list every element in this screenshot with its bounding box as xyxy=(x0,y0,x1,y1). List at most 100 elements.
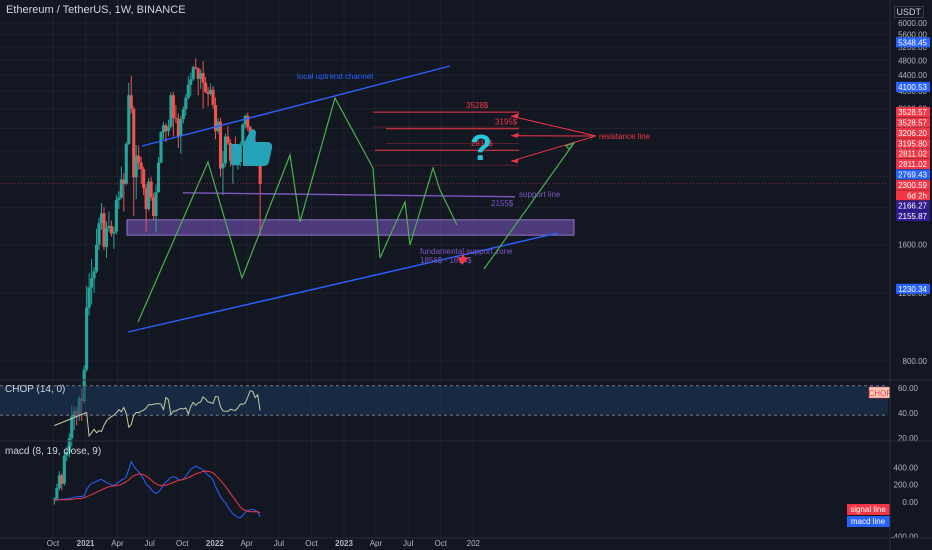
candle-body xyxy=(122,179,126,184)
symbol-title: Ethereum / TetherUS, 1W, BINANCE xyxy=(6,4,186,16)
candle-body xyxy=(223,136,227,164)
time-tick-label: 2022 xyxy=(206,539,224,548)
price-badge-label: 3528.57 xyxy=(898,108,927,117)
price-badge-label: 5348.45 xyxy=(898,38,927,47)
macd-legend-item: macd line xyxy=(847,516,890,527)
price-badge: 3206.20 xyxy=(896,127,930,138)
candle-body xyxy=(70,416,74,439)
price-badge: 2166.27 xyxy=(896,200,930,211)
price-badge: 2811.02 xyxy=(896,159,930,170)
candle-body xyxy=(159,132,163,163)
time-tick-label: Oct xyxy=(305,539,318,548)
candle-body xyxy=(221,163,225,169)
price-badge-bg xyxy=(896,107,930,118)
thumb-cuff xyxy=(231,144,240,165)
candle-body xyxy=(156,162,161,193)
candle-body xyxy=(226,136,230,144)
price-badge: 3195.80 xyxy=(896,138,930,149)
zone-range: 1856$ - 1694$ xyxy=(420,256,472,265)
macd-tick-label: 200.00 xyxy=(894,481,919,490)
price-badge-bg xyxy=(896,200,930,211)
candle-body xyxy=(147,181,151,209)
candle-body xyxy=(124,143,128,184)
candle-body xyxy=(154,192,158,216)
candle-body xyxy=(246,115,250,128)
candle-body xyxy=(204,82,208,92)
candle-body xyxy=(119,179,123,198)
chop-panel[interactable]: CHOP xyxy=(0,385,892,438)
channel-upper-line xyxy=(141,65,451,147)
time-tick-label: Apr xyxy=(370,539,383,548)
candle-body xyxy=(228,143,232,161)
time-tick-label: Apr xyxy=(240,539,253,548)
resistance-value: 3195$ xyxy=(495,118,518,127)
down-arrow xyxy=(457,253,469,265)
candle-body xyxy=(95,244,99,272)
chop-tick-label: 20.00 xyxy=(898,434,919,443)
candle-body xyxy=(67,438,71,453)
fundamental-support-zone xyxy=(126,219,575,236)
price-tick-label: 1600.00 xyxy=(898,241,927,250)
candle-body xyxy=(137,155,141,163)
candle-body xyxy=(65,452,69,456)
price-badge: 5348.45 xyxy=(896,37,930,48)
price-badge: 3528.57 xyxy=(896,107,930,118)
price-badge-bg xyxy=(896,81,930,92)
price-badge-bg xyxy=(896,117,930,128)
macd-panel[interactable]: signal line macd line xyxy=(54,460,890,528)
candle-body xyxy=(139,162,143,170)
price-badge: 6d 2h xyxy=(896,190,930,201)
resistance-arrowhead xyxy=(511,132,519,138)
candle-body xyxy=(87,287,91,308)
thumbs-up-icon xyxy=(231,129,273,166)
question-mark: ? xyxy=(470,127,492,168)
candle-body xyxy=(60,475,64,484)
candle-body xyxy=(179,119,183,136)
price-badge: 3528.57 xyxy=(896,117,930,128)
chop-title[interactable]: CHOP (14, 0) xyxy=(5,384,66,395)
wave-path xyxy=(137,96,458,323)
candle-body xyxy=(144,188,148,209)
macd-legend-swatch xyxy=(847,504,890,515)
time-axis[interactable]: Oct 2021 Apr Jul Oct 2022 Apr Jul Oct 2023 Apr Jul O… xyxy=(0,538,932,550)
candle-body xyxy=(186,84,190,98)
currency-label[interactable]: USDT xyxy=(893,6,924,18)
candle-body xyxy=(218,121,223,169)
time-axis-bg xyxy=(0,538,932,550)
macd-title[interactable]: macd (8, 19, close, 9) xyxy=(5,446,102,457)
candle-body xyxy=(199,73,203,79)
price-badge-bg xyxy=(896,138,930,149)
resistance-value: 2811$ xyxy=(471,139,493,148)
candle-body xyxy=(152,197,156,216)
chop-band xyxy=(0,385,888,416)
candle-body xyxy=(184,97,188,110)
price-panel[interactable]: local uptrend channel support line 2155$ fu… xyxy=(52,58,651,505)
candles xyxy=(52,58,262,505)
price-badge-label: 3528.57 xyxy=(898,118,927,127)
candle-body xyxy=(102,213,106,247)
candle-body xyxy=(189,79,193,85)
resistance-arrow xyxy=(510,135,597,162)
candle-body xyxy=(129,95,133,109)
time-tick-label: Oct xyxy=(435,539,448,548)
candle-body xyxy=(211,89,215,106)
chop-badge-label: CHOP xyxy=(868,389,891,398)
resistance-value: 3528$ xyxy=(466,101,489,110)
candle-body xyxy=(85,307,89,370)
candle-body xyxy=(114,199,118,232)
candle-body xyxy=(132,108,136,178)
channel-label: local uptrend channel xyxy=(297,72,373,81)
time-tick-label: Jul xyxy=(274,539,284,548)
candle-body xyxy=(181,109,185,120)
time-tick-label: Oct xyxy=(176,539,189,548)
price-badge-bg xyxy=(896,127,930,138)
chop-tick-label: 40.00 xyxy=(898,409,919,418)
price-badge-label: 2811.02 xyxy=(899,150,928,159)
candle-body xyxy=(196,68,200,79)
candle-body xyxy=(169,95,173,127)
candle-body xyxy=(176,118,180,136)
price-badge-label: 2300.59 xyxy=(898,181,927,190)
macd-line xyxy=(54,460,261,519)
